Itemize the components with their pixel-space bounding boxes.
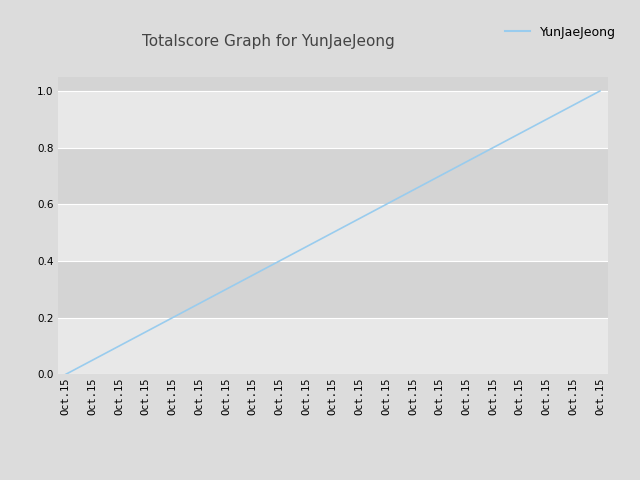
Bar xyxy=(58,91,608,148)
YunJaeJeong xyxy=(142,329,150,335)
YunJaeJeong xyxy=(436,173,444,179)
YunJaeJeong xyxy=(302,244,310,250)
YunJaeJeong xyxy=(463,159,470,165)
YunJaeJeong xyxy=(409,187,417,193)
Bar xyxy=(58,261,608,318)
YunJaeJeong xyxy=(596,88,604,94)
YunJaeJeong xyxy=(249,272,257,278)
Bar xyxy=(58,148,608,204)
YunJaeJeong xyxy=(195,300,203,306)
YunJaeJeong xyxy=(88,357,96,363)
YunJaeJeong xyxy=(489,145,497,151)
YunJaeJeong xyxy=(276,258,284,264)
Legend: YunJaeJeong: YunJaeJeong xyxy=(500,21,621,44)
YunJaeJeong xyxy=(516,131,524,136)
Bar xyxy=(58,77,608,91)
Text: Totalscore Graph for YunJaeJeong: Totalscore Graph for YunJaeJeong xyxy=(143,34,395,48)
Line: YunJaeJeong: YunJaeJeong xyxy=(66,91,600,374)
YunJaeJeong xyxy=(329,230,337,236)
YunJaeJeong xyxy=(169,315,177,321)
Bar xyxy=(58,318,608,374)
YunJaeJeong xyxy=(62,372,70,377)
YunJaeJeong xyxy=(356,216,364,221)
YunJaeJeong xyxy=(570,102,577,108)
YunJaeJeong xyxy=(543,117,550,122)
YunJaeJeong xyxy=(115,343,123,349)
YunJaeJeong xyxy=(222,287,230,292)
Bar xyxy=(58,204,608,261)
YunJaeJeong xyxy=(382,202,390,207)
